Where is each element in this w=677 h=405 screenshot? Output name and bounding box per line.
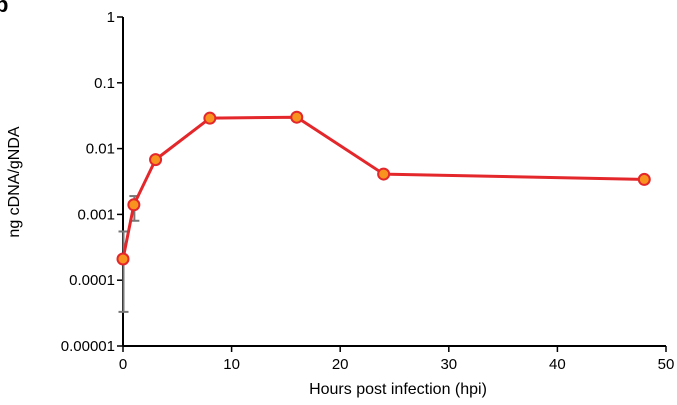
x-tick-label: 40: [549, 356, 566, 373]
y-tick-label: 0.001: [77, 206, 115, 223]
x-tick-label: 0: [119, 356, 127, 373]
data-point: [290, 110, 304, 124]
series-line: [121, 115, 645, 260]
y-tick-label: 0.00001: [61, 338, 115, 355]
y-tick-label: 0.01: [86, 141, 115, 158]
y-tick-label: 0.0001: [69, 272, 115, 289]
error-bar: [118, 230, 129, 313]
series-group: [116, 110, 651, 266]
y-tick-label: 1: [107, 9, 115, 26]
x-axis-label: Hours post infection (hpi): [309, 381, 487, 398]
x-tick-label: 50: [658, 356, 675, 373]
y-axis-ticks: 0.00001 0.0001 0.001 0.01 0.1 1: [61, 9, 123, 355]
y-tick-label: 0.1: [94, 75, 115, 92]
data-point: [637, 172, 651, 186]
x-tick-label: 20: [332, 356, 349, 373]
x-tick-label: 30: [440, 356, 457, 373]
x-axis-ticks: 0 10 20 30 40 50: [119, 346, 675, 373]
data-point: [203, 111, 217, 125]
data-point: [149, 153, 163, 167]
x-tick-label: 10: [223, 356, 240, 373]
y-axis-label: ng cDNA/gNDA: [6, 126, 23, 237]
data-point: [116, 252, 130, 266]
data-point: [127, 198, 141, 212]
axes: [122, 17, 666, 347]
data-point: [377, 167, 391, 181]
panel-label: b: [0, 0, 8, 17]
